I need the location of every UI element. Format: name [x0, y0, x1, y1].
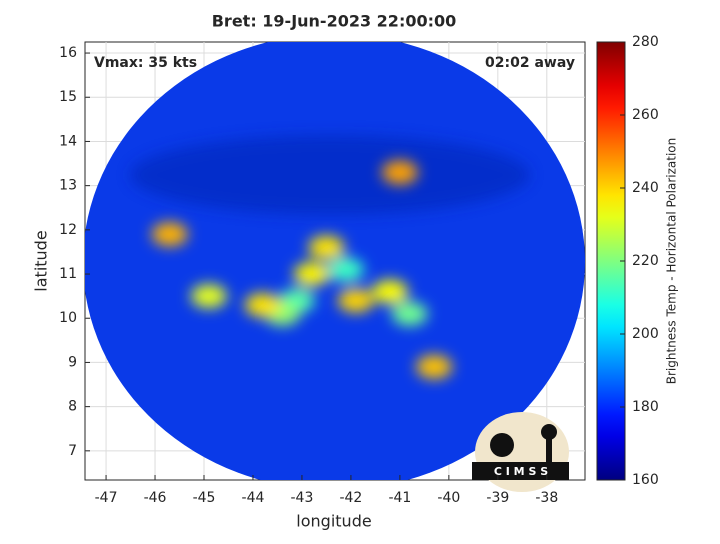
x-axis-label: longitude — [296, 512, 371, 531]
x-tick-label: -47 — [95, 490, 118, 506]
image — [85, 42, 585, 480]
colorbar-tick-label: 160 — [632, 472, 659, 488]
features — [151, 160, 453, 379]
colorbar-tick-label: 280 — [632, 34, 659, 50]
cold-band — [130, 135, 530, 215]
y-tick-label: 12 — [59, 222, 77, 238]
feature — [391, 301, 428, 326]
feature — [190, 284, 227, 309]
feature — [308, 235, 345, 260]
y-tick-label: 11 — [59, 266, 77, 282]
feature — [372, 279, 409, 304]
feature — [416, 354, 453, 379]
x-tick-label: -42 — [339, 490, 362, 506]
colorbar-tick-label: 240 — [632, 180, 659, 196]
x-tick-label: -46 — [144, 490, 167, 506]
feature — [328, 257, 365, 282]
chart-title: Bret: 19-Jun-2023 22:00:00 — [212, 12, 457, 31]
feature — [337, 288, 374, 313]
y-tick-label: 15 — [59, 89, 77, 105]
y-tick-label: 16 — [59, 45, 77, 61]
annotation: 02:02 away — [485, 55, 575, 71]
colorbar-tick-label: 220 — [632, 253, 659, 269]
x-tick-label: -38 — [535, 490, 558, 506]
logo: C I M S S — [472, 412, 569, 492]
annotation: Vmax: 35 kts — [94, 55, 197, 71]
y-axis-label: latitude — [32, 230, 51, 291]
y-tick-label: 7 — [68, 443, 77, 459]
x-tick-label: -43 — [291, 490, 314, 506]
y-tick-label: 10 — [59, 310, 77, 326]
colorbar-tick-label: 180 — [632, 399, 659, 415]
x-tick-label: -41 — [388, 490, 411, 506]
y-tick-label: 13 — [59, 178, 77, 194]
feature — [244, 292, 281, 317]
x-tick-label: -39 — [486, 490, 509, 506]
x-tick-label: -40 — [437, 490, 460, 506]
y-tick-label: 8 — [68, 399, 77, 415]
y-tick-label: 9 — [68, 354, 77, 370]
colorbar-label: Brightness Temp - Horizontal Polarizatio… — [665, 138, 679, 385]
feature — [381, 160, 418, 185]
logo-text: C I M S S — [494, 465, 548, 478]
feature — [151, 222, 188, 247]
x-tick-label: -45 — [193, 490, 216, 506]
colorbar-tick-label: 260 — [632, 107, 659, 123]
y-tick-label: 14 — [59, 133, 77, 149]
colorbar-tick-label: 200 — [632, 326, 659, 342]
feature — [293, 262, 330, 287]
x-tick-label: -44 — [242, 490, 265, 506]
